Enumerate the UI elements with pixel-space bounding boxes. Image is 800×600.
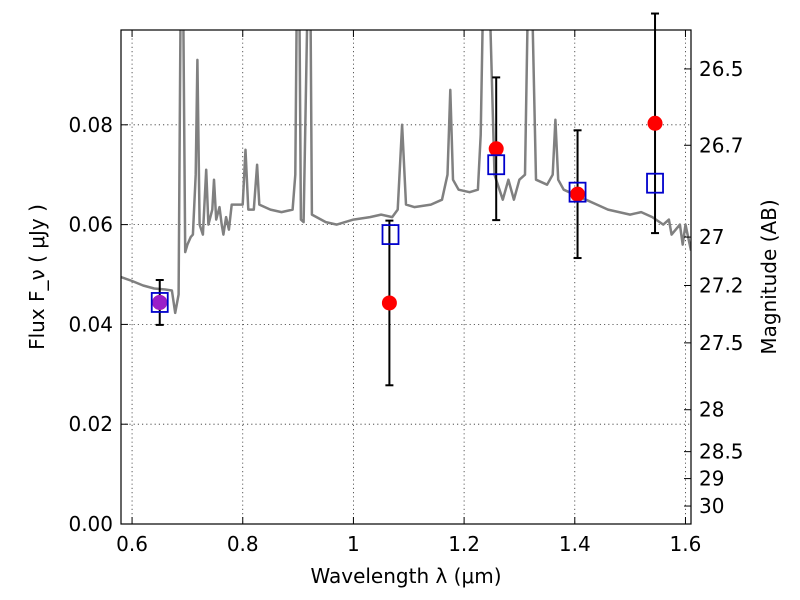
y-tick-label: 0.00 xyxy=(68,512,113,536)
observed-points xyxy=(152,115,663,311)
x-tick-label: 1.2 xyxy=(448,532,480,556)
y-tick-label: 0.04 xyxy=(68,312,113,336)
y-axis-label: Flux F_ν ( μJy ) xyxy=(25,204,49,350)
y-tick-label: 0.02 xyxy=(68,412,113,436)
y-tick-label: 0.08 xyxy=(68,113,113,137)
y-axis: 0.00 0.02 0.04 0.06 0.08 xyxy=(68,113,128,536)
x-axis-label: Wavelength λ (μm) xyxy=(310,564,501,588)
plot-frame xyxy=(120,29,692,525)
observed-point xyxy=(570,186,586,202)
y2-tick-label: 27 xyxy=(699,225,724,249)
overlap-marker xyxy=(152,294,168,310)
model-photometry-point xyxy=(381,224,400,245)
y2-tick-label: 29 xyxy=(699,467,724,491)
model-spectrum-line xyxy=(121,30,691,315)
y2-tick-label: 28 xyxy=(699,398,724,422)
observed-point xyxy=(488,141,504,157)
grid-lines xyxy=(121,30,691,524)
y2-axis: 26.5 26.7 27 27.2 27.5 28 28.5 29 30 xyxy=(684,57,744,518)
model-photometry-point xyxy=(568,181,587,203)
observed-point xyxy=(381,295,397,311)
y2-tick-label: 26.5 xyxy=(699,57,744,81)
model-photometry-point xyxy=(487,154,506,176)
y2-axis-label: Magnitude (AB) xyxy=(757,199,781,354)
y2-tick-label: 26.7 xyxy=(699,133,744,157)
y2-tick-label: 30 xyxy=(699,494,724,518)
model-photometry-point xyxy=(150,292,169,313)
x-tick-label: 1 xyxy=(347,532,360,556)
y2-tick-label: 27.5 xyxy=(699,331,744,355)
x-axis: 0.6 0.8 1 1.2 1.4 1.6 xyxy=(116,30,701,556)
model-photometry-points xyxy=(150,154,664,313)
x-tick-label: 1.4 xyxy=(559,532,591,556)
y-tick-label: 0.06 xyxy=(68,213,113,237)
y2-tick-label: 27.2 xyxy=(699,273,744,297)
x-tick-label: 0.6 xyxy=(116,532,148,556)
observed-point xyxy=(647,115,663,131)
y2-tick-label: 28.5 xyxy=(699,440,744,464)
x-tick-label: 0.8 xyxy=(227,532,259,556)
x-tick-label: 1.6 xyxy=(670,532,702,556)
model-photometry-point xyxy=(646,172,664,194)
